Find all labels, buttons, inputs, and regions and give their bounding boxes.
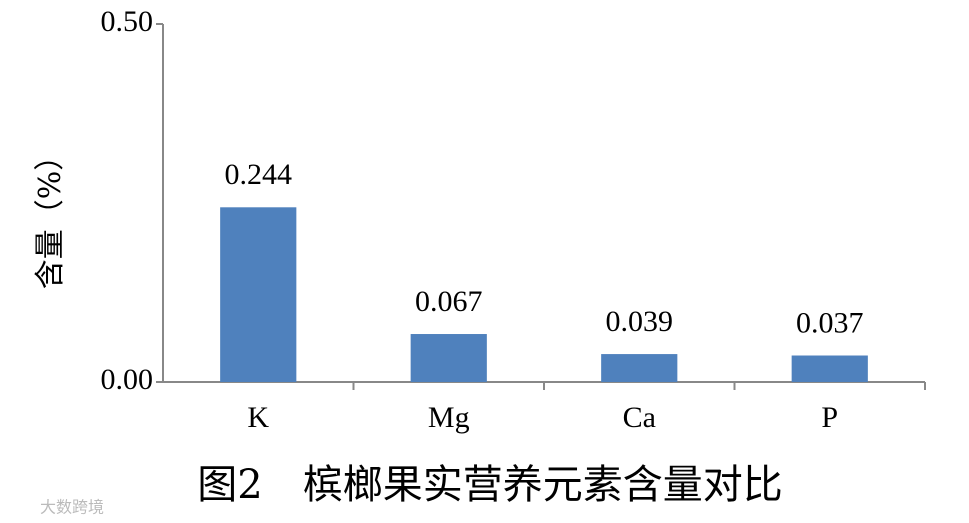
- y-tick-label: 0.00: [101, 363, 154, 396]
- x-tick-label: K: [247, 401, 269, 434]
- bar: [791, 355, 868, 382]
- value-label: 0.039: [606, 305, 674, 338]
- value-label: 0.037: [796, 306, 864, 339]
- x-tick-label: Ca: [623, 401, 656, 434]
- value-label: 0.244: [225, 158, 293, 191]
- watermark: 大数跨境: [40, 498, 104, 517]
- bar: [601, 354, 678, 382]
- y-tick-label: 0.50: [101, 5, 154, 38]
- y-axis-label: 含量（%）: [33, 141, 68, 290]
- bar: [410, 334, 487, 382]
- x-tick-label: Mg: [428, 401, 470, 434]
- bar: [220, 207, 297, 382]
- x-tick-label: P: [821, 401, 838, 434]
- chart-title: 图2 槟榔果实营养元素含量对比: [197, 462, 782, 508]
- value-label: 0.067: [415, 285, 483, 318]
